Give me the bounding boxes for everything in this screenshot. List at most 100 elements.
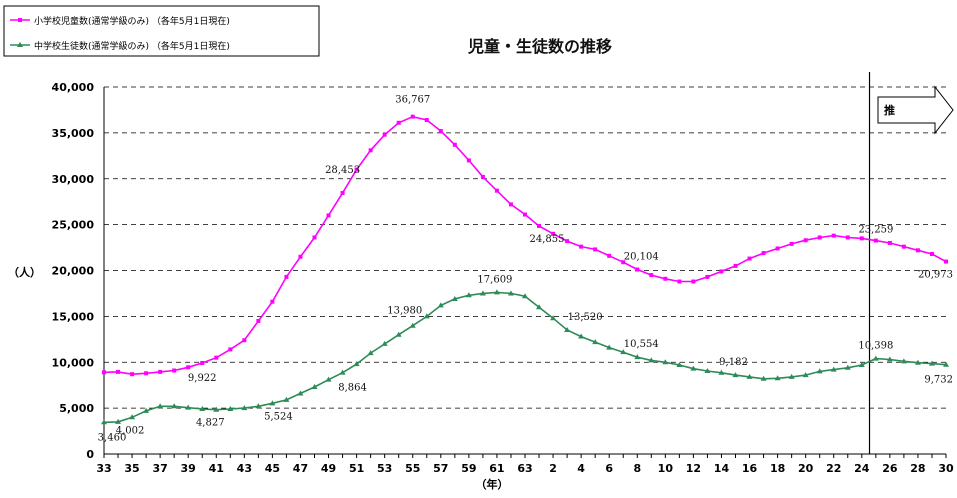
x-tick-label: 57: [433, 462, 448, 475]
data-point-marker: [761, 251, 766, 256]
x-tick-label: 47: [293, 462, 308, 475]
data-point-marker: [255, 403, 262, 409]
data-point-marker: [227, 406, 234, 412]
grid-layer: [104, 86, 946, 409]
data-point-marker: [381, 340, 388, 346]
series-layer: [101, 114, 949, 425]
data-point-marker: [914, 359, 921, 365]
data-point-marker: [830, 366, 837, 372]
projection-arrow-label: 推: [884, 103, 895, 117]
data-label: 10,554: [624, 339, 659, 350]
x-tick-label: 18: [770, 462, 785, 475]
data-point-marker: [944, 259, 948, 264]
data-point-marker: [101, 419, 107, 425]
data-point-marker: [116, 369, 121, 374]
data-point-marker: [172, 368, 177, 373]
y-tick-label: 35,000: [52, 127, 95, 140]
data-point-marker: [382, 132, 387, 137]
data-point-marker: [620, 349, 627, 355]
data-point-marker: [733, 263, 738, 268]
x-tick-label: 2: [549, 462, 557, 475]
data-point-marker: [130, 372, 135, 377]
y-tick-label: 15,000: [52, 310, 95, 323]
data-label: 10,398: [858, 341, 893, 352]
data-point-marker: [537, 223, 542, 228]
data-point-marker: [326, 213, 331, 218]
x-tick-label: 55: [405, 462, 420, 475]
data-point-marker: [900, 358, 907, 364]
y-tick-label: 5,000: [59, 402, 94, 415]
data-point-marker: [915, 248, 920, 253]
y-tick-label: 40,000: [52, 81, 95, 94]
data-point-marker: [368, 148, 373, 153]
data-point-marker: [746, 373, 753, 379]
legend: 小学校児童数(通常学級のみ) （各年5月1日現在) 中学校生徒数(通常学級のみ)…: [3, 5, 320, 57]
x-tick-label: 51: [349, 462, 364, 475]
x-tick-label: 37: [152, 462, 167, 475]
data-point-marker: [690, 365, 697, 371]
data-point-marker: [648, 357, 655, 363]
data-point-marker: [354, 167, 359, 172]
data-point-marker: [606, 344, 613, 350]
data-label: 13,980: [387, 306, 422, 317]
data-point-marker: [228, 347, 233, 352]
data-point-marker: [929, 251, 934, 256]
x-tick-label: 61: [489, 462, 504, 475]
data-point-marker: [185, 404, 192, 410]
data-point-marker: [578, 333, 585, 339]
data-point-marker: [199, 406, 206, 412]
data-point-marker: [241, 405, 248, 411]
data-point-marker: [325, 376, 332, 382]
x-tick-label: 10: [658, 462, 674, 475]
data-point-marker: [283, 396, 290, 402]
data-point-marker: [423, 313, 430, 319]
y-tick-label: 25,000: [52, 219, 95, 232]
x-tick-label: 35: [124, 462, 139, 475]
data-point-marker: [887, 240, 892, 245]
data-point-marker: [507, 290, 514, 296]
x-tick-label: 22: [826, 462, 841, 475]
data-label: 20,973: [918, 270, 953, 281]
data-point-marker: [607, 253, 612, 258]
data-point-marker: [928, 360, 935, 366]
data-point-marker: [144, 371, 149, 376]
data-point-marker: [438, 129, 443, 134]
x-tick-label: 59: [461, 462, 476, 475]
data-point-marker: [704, 367, 711, 373]
data-point-marker: [367, 350, 374, 356]
data-label: 9,182: [719, 357, 748, 368]
legend-marker-elementary: [18, 18, 22, 22]
series-line-0: [103, 115, 947, 376]
data-point-marker: [129, 414, 136, 420]
data-point-marker: [298, 254, 303, 259]
data-point-marker: [465, 292, 472, 298]
data-point-marker: [635, 267, 640, 272]
data-label: 8,864: [338, 383, 367, 394]
data-label: 3,460: [98, 432, 127, 443]
x-tick-label: 43: [237, 462, 252, 475]
data-point-marker: [522, 293, 528, 299]
data-point-marker: [802, 372, 809, 378]
data-point-marker: [845, 235, 850, 240]
data-point-marker: [705, 274, 710, 279]
data-point-marker: [872, 355, 879, 361]
data-point-marker: [311, 384, 318, 390]
data-point-marker: [424, 118, 429, 123]
x-tick-label: 26: [882, 462, 898, 475]
data-point-marker: [340, 190, 345, 195]
data-label-layer: 9,922 28,453 36,767 24,855 20,104 23,259 20,97…: [98, 95, 953, 444]
data-point-marker: [214, 355, 219, 360]
data-point-marker: [270, 299, 275, 304]
x-tick-label: 63: [517, 462, 532, 475]
data-point-marker: [901, 244, 906, 249]
data-point-marker: [437, 302, 444, 308]
data-point-marker: [873, 238, 878, 243]
data-label: 4,827: [196, 418, 225, 429]
series-line-1: [103, 291, 947, 424]
data-label: 36,767: [395, 95, 430, 106]
data-label: 4,002: [116, 425, 145, 436]
data-point-marker: [409, 322, 416, 328]
data-point-marker: [663, 276, 668, 281]
data-label: 23,259: [858, 225, 893, 236]
